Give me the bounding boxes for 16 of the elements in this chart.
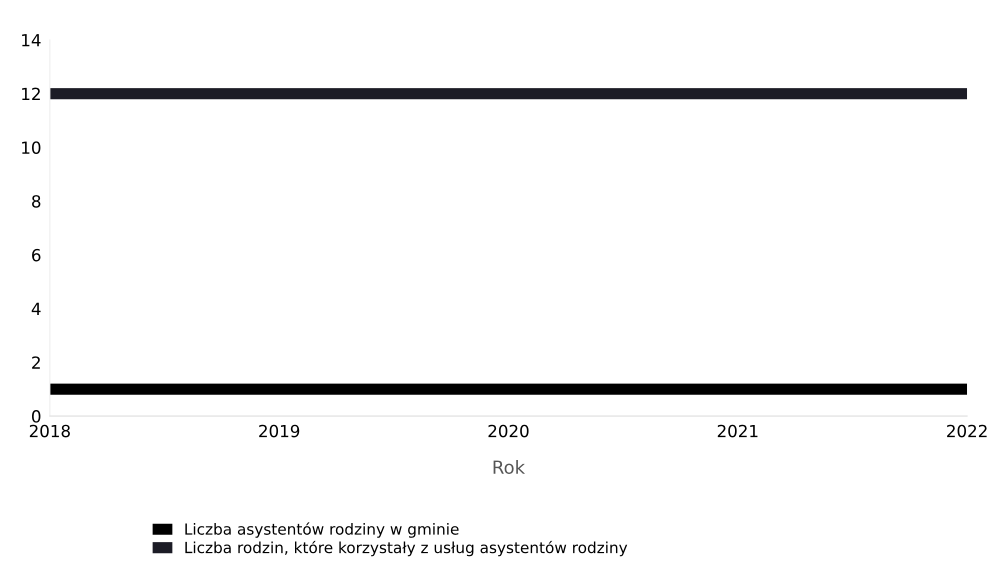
legend-label: Liczba asystentów rodziny w gminie <box>185 522 459 538</box>
x-tick-label: 2020 <box>488 424 529 438</box>
y-tick-label: 14 <box>22 34 41 46</box>
x-tick-label: 2021 <box>718 424 758 438</box>
x-axis-title: Rok <box>494 460 526 474</box>
legend-label: Liczba rodzin, które korzystały z usług asystentów rodziny <box>185 540 628 556</box>
x-tick-label: 2019 <box>259 424 300 438</box>
x-tick-label: 2018 <box>30 424 70 438</box>
y-tick-label: 4 <box>32 302 41 315</box>
y-tick-label: 0 <box>32 410 40 423</box>
y-tick-label: 6 <box>32 248 40 262</box>
x-tick-label: 2022 <box>947 424 987 438</box>
y-tick-label: 2 <box>32 356 40 369</box>
y-tick-label: 10 <box>22 141 40 154</box>
y-tick-label: 8 <box>32 195 40 208</box>
y-tick-label: 12 <box>22 88 40 100</box>
